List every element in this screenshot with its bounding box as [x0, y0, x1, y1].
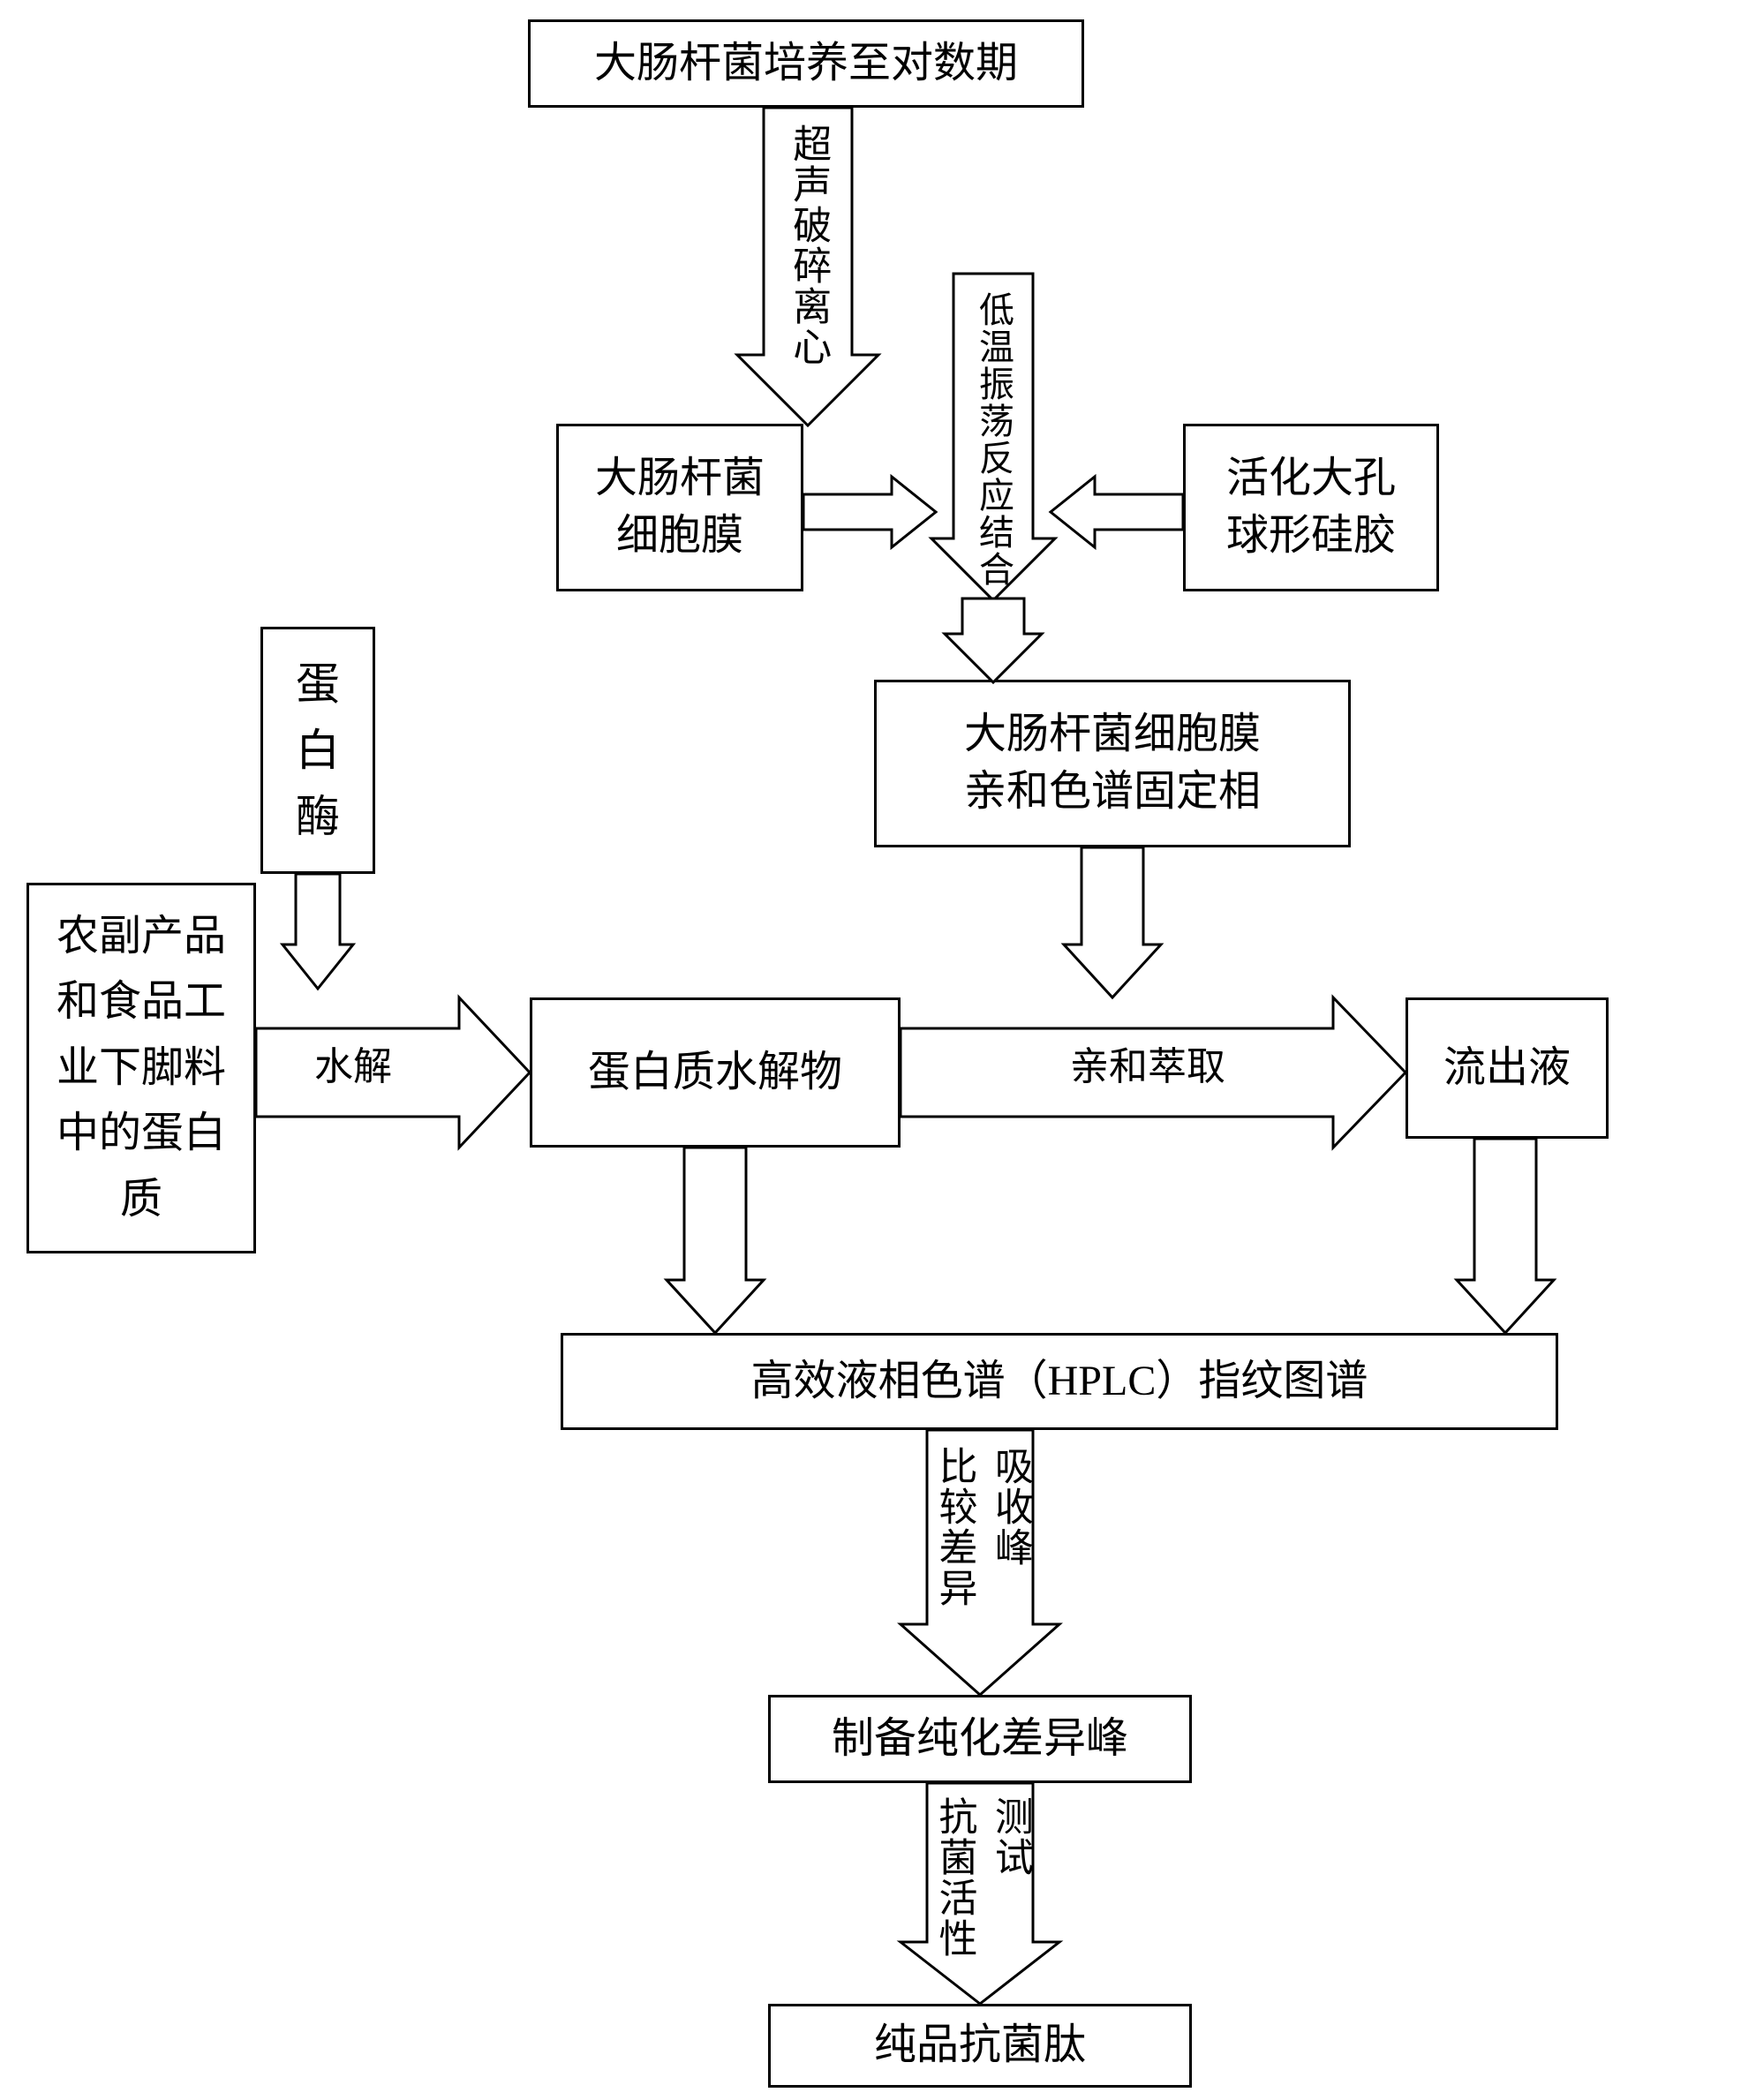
arrow-a10-label: 抗菌活性 测试	[929, 1796, 1035, 1959]
arrow-membrane-right	[803, 477, 936, 547]
node-top: 大肠杆菌培养至对数期	[528, 19, 1084, 108]
arrow-stationary-down	[1064, 847, 1161, 997]
node-membrane-l1: 大肠杆菌	[595, 450, 765, 508]
node-purify: 制备纯化差异峰	[768, 1695, 1192, 1783]
arrow-a1-text: 超声破碎离心	[787, 124, 829, 367]
node-protease-l1: 蛋	[296, 651, 340, 718]
node-silica: 活化大孔 球形硅胶	[1183, 424, 1439, 591]
node-purify-text: 制备纯化差异峰	[832, 1711, 1128, 1768]
node-effluent: 流出液	[1406, 997, 1609, 1139]
node-top-text: 大肠杆菌培养至对数期	[594, 35, 1018, 93]
node-final: 纯品抗菌肽	[768, 2004, 1192, 2088]
arrow-a10-col1: 测试	[989, 1796, 1031, 1878]
node-protein: 农副产品和食品工业下脚料中的蛋白质	[26, 883, 256, 1253]
node-membrane: 大肠杆菌 细胞膜	[556, 424, 803, 591]
node-hydrolysate: 蛋白质水解物	[530, 997, 901, 1148]
node-protease-l3: 酶	[296, 784, 340, 850]
node-effluent-text: 流出液	[1443, 1040, 1571, 1097]
arrow-a6-text: 亲和萃取	[1070, 1045, 1225, 1088]
node-membrane-l2: 细胞膜	[616, 508, 743, 565]
arrow-junction-to-stationary	[945, 598, 1042, 682]
node-protease-l2: 白	[296, 718, 340, 784]
node-hydrolysate-text: 蛋白质水解物	[588, 1044, 842, 1102]
node-stationary-l1: 大肠杆菌细胞膜	[964, 706, 1261, 764]
arrow-hydrolysate-down	[667, 1148, 764, 1333]
node-silica-l2: 球形硅胶	[1226, 508, 1396, 565]
arrow-a2-label: 低温振荡反应结合	[958, 291, 1029, 588]
node-protein-text: 农副产品和食品工业下脚料中的蛋白质	[53, 904, 230, 1232]
arrow-protease-down	[283, 874, 353, 989]
arrow-a6-label: 亲和萃取	[1033, 1046, 1262, 1088]
node-hplc-text: 高效液相色谱（HPLC）指纹图谱	[751, 1353, 1368, 1411]
arrow-silica-left	[1051, 477, 1183, 547]
arrow-a5-text: 水解	[314, 1045, 392, 1088]
arrow-effluent-down	[1457, 1139, 1554, 1333]
arrow-a9-col1: 吸收峰	[989, 1446, 1031, 1568]
arrow-a10-col2: 抗菌活性	[932, 1796, 975, 1959]
arrow-a9-col2: 比较差异	[932, 1446, 975, 1608]
node-stationary: 大肠杆菌细胞膜 亲和色谱固定相	[874, 680, 1351, 847]
node-hplc: 高效液相色谱（HPLC）指纹图谱	[561, 1333, 1558, 1430]
node-stationary-l2: 亲和色谱固定相	[964, 764, 1261, 821]
arrow-a2-text: 低温振荡反应结合	[974, 291, 1013, 588]
arrow-a1-label: 超声破碎离心	[768, 124, 848, 367]
node-final-text: 纯品抗菌肽	[874, 2017, 1086, 2074]
node-protease: 蛋 白 酶	[260, 627, 375, 874]
arrow-a9-label: 比较差异 吸收峰	[929, 1446, 1035, 1608]
node-silica-l1: 活化大孔	[1226, 450, 1396, 508]
arrow-a5-label: 水解	[283, 1046, 424, 1088]
